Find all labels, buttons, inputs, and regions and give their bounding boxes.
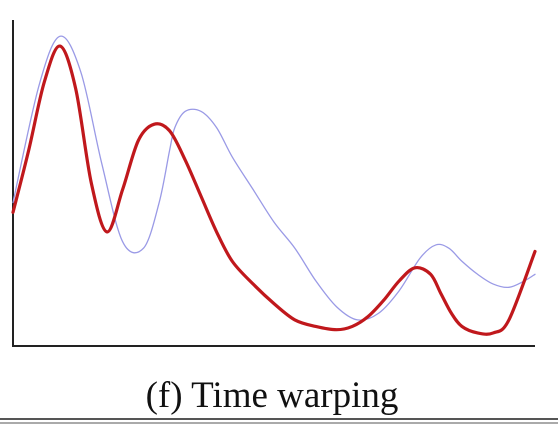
series-warped-line	[11, 44, 537, 336]
figure-caption: (f) Time warping	[146, 375, 399, 416]
series-original-line	[12, 35, 536, 321]
series-layer	[11, 35, 537, 336]
